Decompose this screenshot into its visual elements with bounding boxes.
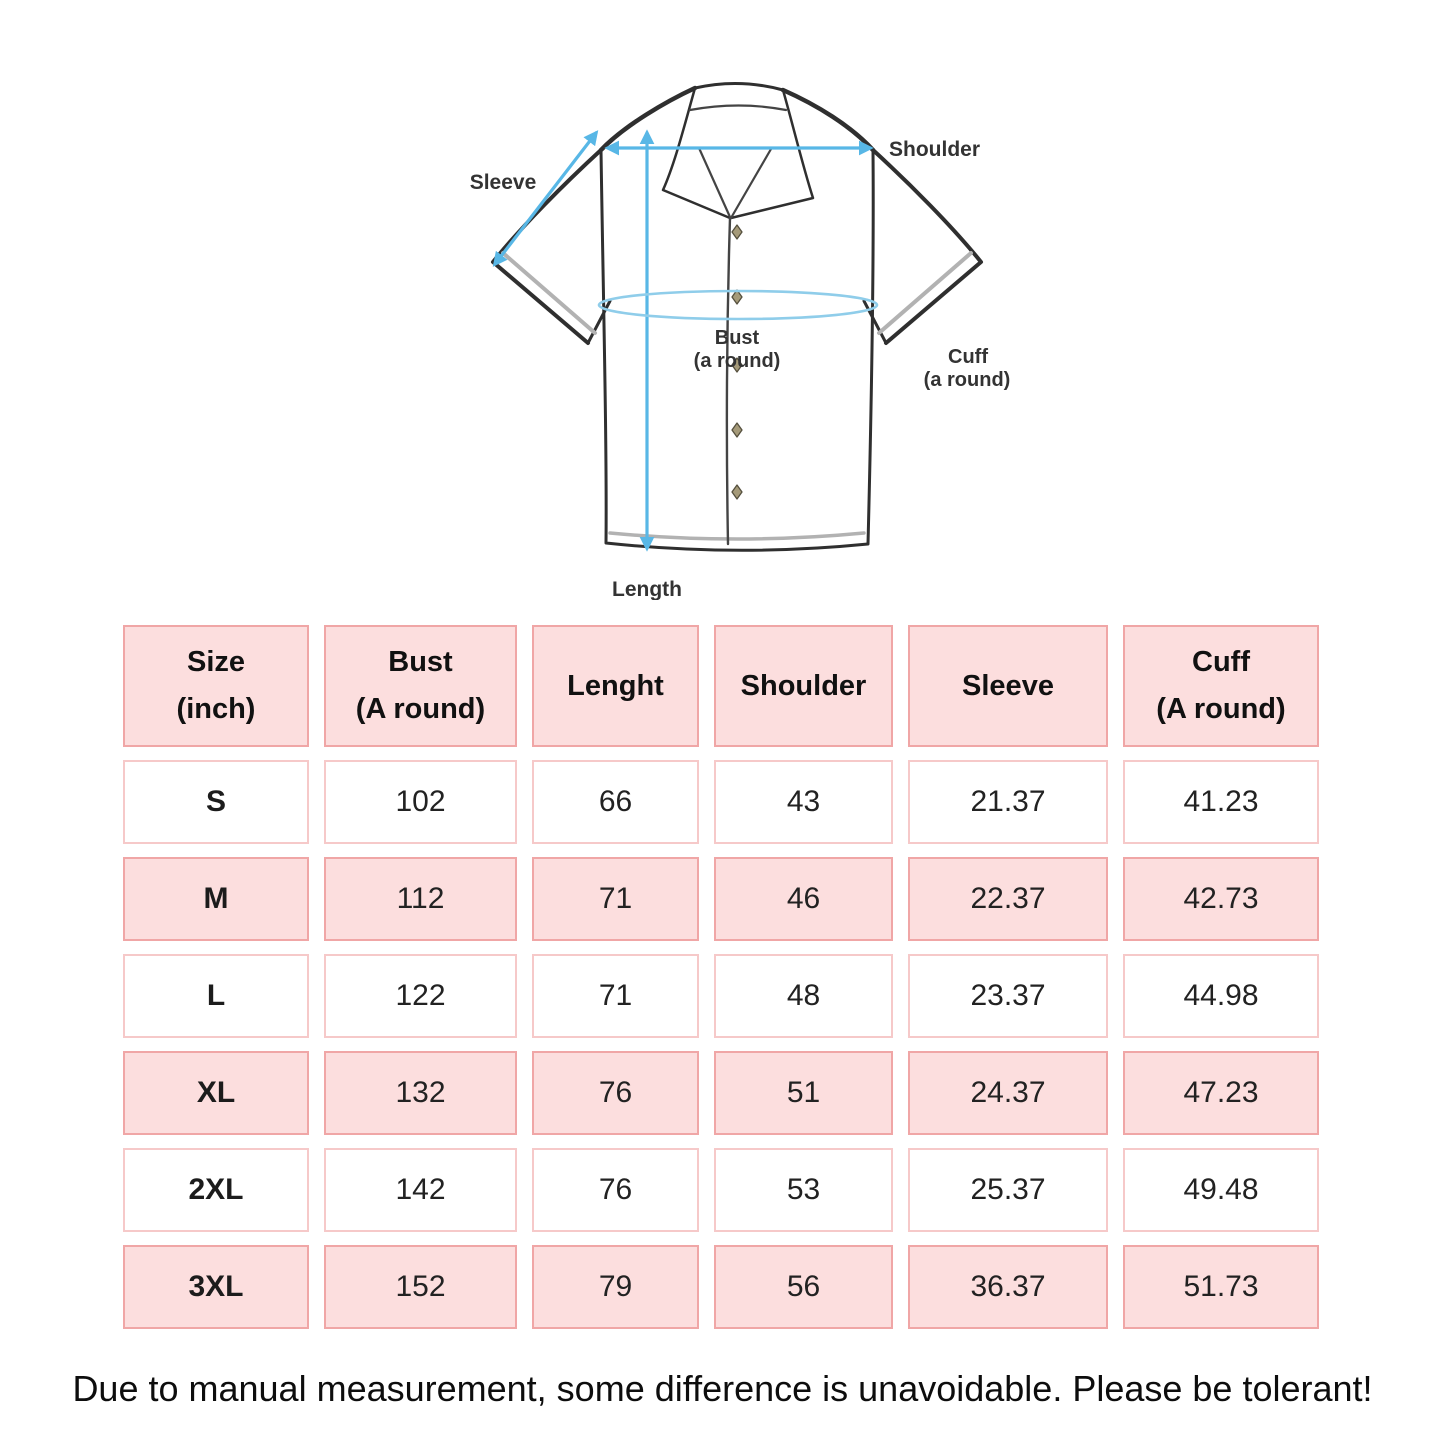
value-cell: 36.37 <box>908 1245 1108 1329</box>
shirt-diagram: Sleeve Shoulder Bust (a round) Cuff (a r… <box>427 55 1047 600</box>
value-cell: 46 <box>714 857 893 941</box>
cuff-label-line2: (a round) <box>924 369 1011 391</box>
bust-label-line2: (a round) <box>694 350 781 372</box>
value-cell: 22.37 <box>908 857 1108 941</box>
value-cell: 42.73 <box>1123 857 1319 941</box>
bust-ellipse <box>597 289 879 321</box>
cuff-label-line1: Cuff <box>948 346 988 368</box>
header-cell: Shoulder <box>714 625 893 747</box>
size-cell: L <box>123 954 309 1038</box>
value-cell: 49.48 <box>1123 1148 1319 1232</box>
value-cell: 23.37 <box>908 954 1108 1038</box>
value-cell: 102 <box>324 760 517 844</box>
size-cell: 2XL <box>123 1148 309 1232</box>
underarm-left <box>586 299 612 345</box>
measurement-arrows <box>492 129 879 552</box>
size-cell: S <box>123 760 309 844</box>
bust-label-line1: Bust <box>715 327 760 349</box>
button-icon <box>731 357 743 373</box>
value-cell: 41.23 <box>1123 760 1319 844</box>
button-icon <box>731 484 743 500</box>
value-cell: 51 <box>714 1051 893 1135</box>
value-cell: 142 <box>324 1148 517 1232</box>
cuff-band-left <box>501 251 597 335</box>
collar-inner-v-left <box>697 146 732 219</box>
value-cell: 44.98 <box>1123 954 1319 1038</box>
size-cell: XL <box>123 1051 309 1135</box>
sleeve-right <box>871 148 983 345</box>
value-cell: 53 <box>714 1148 893 1232</box>
button-icon <box>731 289 743 305</box>
value-cell: 21.37 <box>908 760 1108 844</box>
shoulder-label: Shoulder <box>889 138 980 161</box>
placket-line <box>725 216 732 546</box>
size-cell: 3XL <box>123 1245 309 1329</box>
collar-top <box>693 82 785 92</box>
value-cell: 48 <box>714 954 893 1038</box>
collar-inner-v-right <box>729 147 773 220</box>
value-cell: 43 <box>714 760 893 844</box>
underarm-right <box>862 299 888 345</box>
shirt-diagram-svg: Sleeve Shoulder Bust (a round) Cuff (a r… <box>470 82 1011 600</box>
value-cell: 71 <box>532 954 699 1038</box>
value-cell: 122 <box>324 954 517 1038</box>
header-cell: Lenght <box>532 625 699 747</box>
value-cell: 76 <box>532 1148 699 1232</box>
value-cell: 152 <box>324 1245 517 1329</box>
value-cell: 51.73 <box>1123 1245 1319 1329</box>
value-cell: 112 <box>324 857 517 941</box>
collar-left-lapel <box>661 86 732 220</box>
measurement-note: Due to manual measurement, some differen… <box>72 1368 1373 1409</box>
cuff-band-right <box>877 251 973 335</box>
length-label: Length <box>612 578 682 600</box>
value-cell: 76 <box>532 1051 699 1135</box>
value-cell: 79 <box>532 1245 699 1329</box>
size-table: Size (inch) Bust (A round) Lenght Shoulder Sle… <box>123 625 1319 1329</box>
value-cell: 25.37 <box>908 1148 1108 1232</box>
buttons <box>731 224 743 500</box>
size-cell: M <box>123 857 309 941</box>
button-icon <box>731 422 743 438</box>
button-icon <box>731 224 743 240</box>
header-cell: Sleeve <box>908 625 1108 747</box>
value-cell: 56 <box>714 1245 893 1329</box>
value-cell: 71 <box>532 857 699 941</box>
shirt-body <box>599 148 875 552</box>
value-cell: 66 <box>532 760 699 844</box>
header-cell: Size (inch) <box>123 625 309 747</box>
header-cell: Cuff (A round) <box>1123 625 1319 747</box>
header-cell: Bust (A round) <box>324 625 517 747</box>
value-cell: 24.37 <box>908 1051 1108 1135</box>
value-cell: 47.23 <box>1123 1051 1319 1135</box>
collar-fold <box>688 104 788 112</box>
value-cell: 132 <box>324 1051 517 1135</box>
sleeve-label: Sleeve <box>470 171 537 194</box>
sleeve-arrow <box>492 130 599 267</box>
